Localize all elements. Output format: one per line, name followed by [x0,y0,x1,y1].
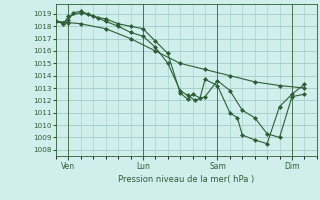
X-axis label: Pression niveau de la mer( hPa ): Pression niveau de la mer( hPa ) [118,175,254,184]
